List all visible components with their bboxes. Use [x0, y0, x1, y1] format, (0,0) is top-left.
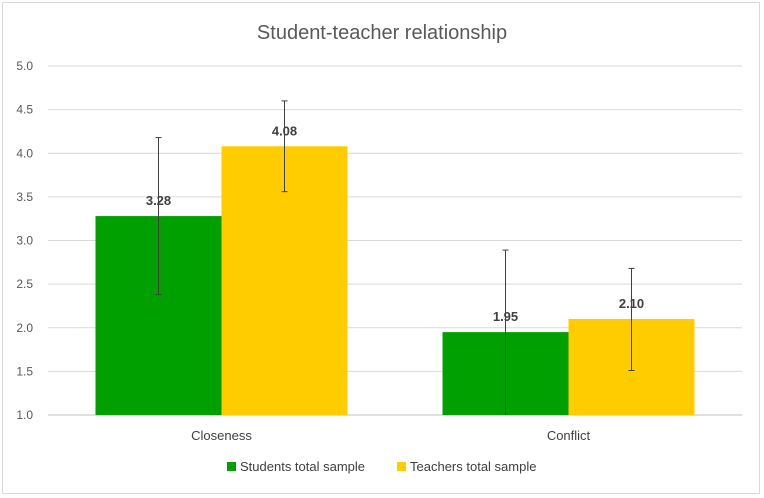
- error-bars: [155, 100, 635, 415]
- y-tick-label: 3.5: [16, 190, 33, 204]
- y-tick-label: 4.5: [16, 103, 33, 117]
- category-label: Conflict: [547, 428, 591, 443]
- y-tick-label: 2.0: [16, 321, 33, 335]
- category-label: Closeness: [191, 428, 252, 443]
- legend-label: Students total sample: [240, 459, 365, 474]
- chart-title: Student-teacher relationship: [257, 22, 507, 44]
- y-tick-label: 1.0: [16, 408, 33, 422]
- data-labels: 3.28 4.08 1.95 2.10: [146, 123, 644, 324]
- data-label: 4.08: [272, 123, 297, 138]
- y-tick-label: 1.5: [16, 364, 33, 378]
- y-tick-label: 3.0: [16, 234, 33, 248]
- bars: [95, 146, 695, 415]
- y-axis-ticks: 1.0 1.5 2.0 2.5 3.0 3.5 4.0 4.5 5.0: [16, 59, 33, 422]
- legend-swatch: [227, 462, 236, 471]
- data-label: 2.10: [619, 296, 644, 311]
- y-tick-label: 2.5: [16, 277, 33, 291]
- data-label: 3.28: [146, 193, 171, 208]
- data-label: 1.95: [493, 309, 518, 324]
- y-tick-label: 4.0: [16, 146, 33, 160]
- legend-swatch: [397, 462, 406, 471]
- legend: Students total sample Teachers total samp…: [227, 459, 536, 474]
- x-axis-categories: Closeness Conflict: [191, 428, 590, 443]
- legend-label: Teachers total sample: [410, 459, 536, 474]
- y-tick-label: 5.0: [16, 59, 33, 73]
